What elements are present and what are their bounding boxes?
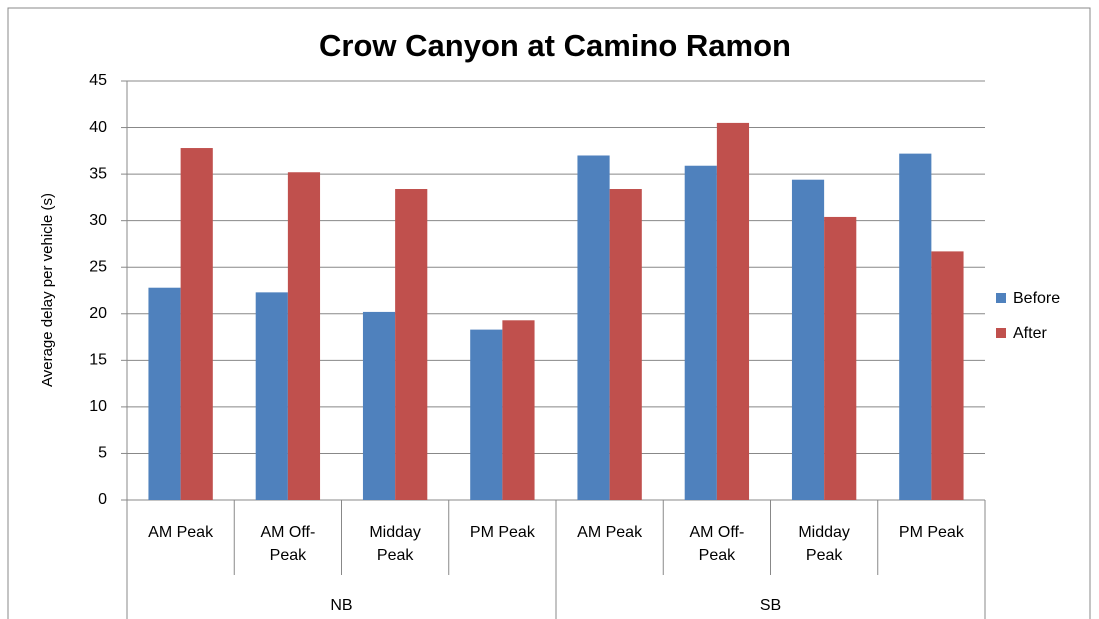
chart-title: Crow Canyon at Camino Ramon [319, 28, 791, 63]
group-label: SB [760, 597, 781, 614]
y-tick-label: 15 [89, 352, 107, 369]
bar [899, 153, 932, 501]
legend-label: After [1013, 325, 1047, 342]
bar [716, 122, 750, 501]
y-tick-label: 35 [89, 165, 107, 182]
y-tick-label: 5 [98, 445, 107, 462]
y-tick-label: 25 [89, 258, 107, 275]
x-tick-label: PM Peak [898, 524, 964, 541]
bar [502, 320, 535, 500]
bar [362, 311, 396, 500]
x-tick-label: Midday Peak [798, 524, 850, 564]
legend-swatch [996, 328, 1006, 338]
y-tick-label: 10 [89, 398, 107, 415]
bar [791, 179, 825, 500]
y-tick-label: 20 [89, 305, 107, 322]
bar [395, 189, 428, 500]
x-tick-label: Midday Peak [369, 524, 421, 564]
x-tick-label: AM Off-Peak [689, 524, 745, 564]
y-tick-label: 40 [89, 119, 107, 136]
group-label: NB [330, 597, 352, 614]
bar [824, 216, 857, 501]
bar [609, 189, 642, 500]
y-tick-label: 45 [89, 72, 107, 89]
legend-label: Before [1013, 290, 1060, 307]
bar [577, 155, 610, 500]
bar [255, 292, 288, 500]
y-tick-label: 0 [98, 491, 107, 508]
bar [148, 287, 181, 500]
bar [470, 329, 503, 500]
x-tick-label: AM Peak [148, 524, 214, 541]
bar [931, 251, 964, 500]
y-tick-label: 30 [89, 212, 107, 229]
x-tick-label: AM Peak [577, 524, 643, 541]
bar [287, 172, 321, 500]
bar [180, 148, 213, 501]
legend-swatch [996, 293, 1006, 303]
y-axis-label: Average delay per vehicle (s) [39, 193, 56, 387]
x-tick-label: PM Peak [469, 524, 535, 541]
x-tick-label: AM Off-Peak [260, 524, 316, 564]
bar [684, 165, 717, 500]
